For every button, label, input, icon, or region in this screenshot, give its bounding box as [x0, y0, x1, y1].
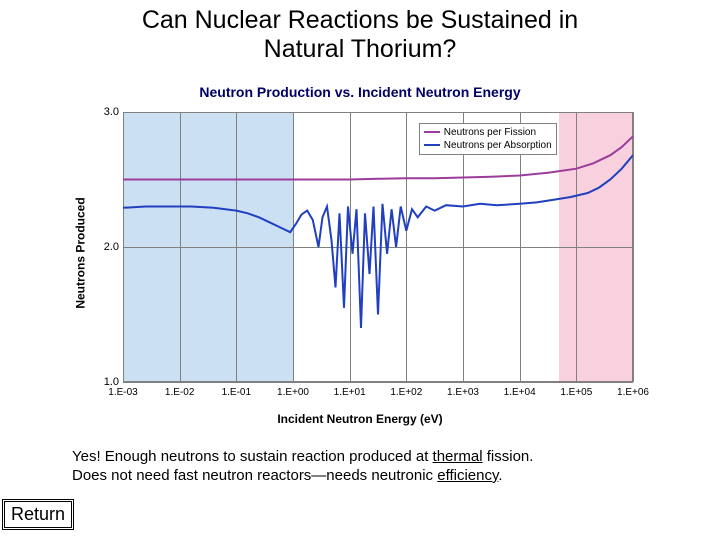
x-tick-label: 1.E+01 — [334, 387, 366, 398]
legend-item: Neutrons per Fission — [424, 126, 552, 139]
x-axis-label: Incident Neutron Energy (eV) — [65, 412, 655, 426]
x-tick-label: 1.E-01 — [222, 387, 251, 398]
x-gridline — [633, 112, 634, 382]
caption-text: . — [498, 467, 502, 484]
legend-swatch — [424, 144, 440, 146]
page-title: Can Nuclear Reactions be Sustained in Na… — [0, 6, 720, 64]
y-tick-label: 1.0 — [91, 376, 119, 388]
x-tick-label: 1.E-03 — [108, 387, 137, 398]
x-tick-label: 1.E+03 — [447, 387, 479, 398]
x-tick-label: 1.E-02 — [165, 387, 194, 398]
caption-emph: thermal — [433, 448, 483, 465]
title-line-1: Can Nuclear Reactions be Sustained in — [142, 6, 578, 34]
plot-area: 1.E-031.E-021.E-011.E+001.E+011.E+021.E+… — [123, 112, 633, 382]
caption: Yes! Enough neutrons to sustain reaction… — [72, 448, 533, 486]
y-tick-label: 3.0 — [91, 106, 119, 118]
series-line — [123, 155, 633, 328]
x-tick-label: 1.E+02 — [390, 387, 422, 398]
legend: Neutrons per FissionNeutrons per Absorpt… — [419, 123, 557, 155]
title-line-2: Natural Thorium? — [264, 35, 457, 63]
chart-title: Neutron Production vs. Incident Neutron … — [65, 84, 655, 100]
legend-label: Neutrons per Absorption — [444, 139, 552, 152]
return-label: Return — [11, 504, 65, 524]
x-tick-label: 1.E+04 — [504, 387, 536, 398]
legend-label: Neutrons per Fission — [444, 126, 536, 139]
legend-item: Neutrons per Absorption — [424, 139, 552, 152]
x-tick-label: 1.E+06 — [617, 387, 649, 398]
return-button[interactable]: Return — [2, 499, 74, 530]
y-axis-label: Neutrons Produced — [74, 197, 88, 308]
caption-text: Does not need fast neutron reactors—need… — [72, 467, 437, 484]
x-tick-label: 1.E+05 — [560, 387, 592, 398]
caption-text: fission. — [483, 448, 534, 465]
chart: Neutron Production vs. Incident Neutron … — [65, 78, 655, 428]
legend-swatch — [424, 131, 440, 133]
caption-text: Yes! Enough neutrons to sustain reaction… — [72, 448, 433, 465]
slide: Can Nuclear Reactions be Sustained in Na… — [0, 0, 720, 540]
x-tick-label: 1.E+00 — [277, 387, 309, 398]
y-gridline — [123, 382, 633, 383]
caption-emph: efficiency — [437, 467, 498, 484]
y-tick-label: 2.0 — [91, 241, 119, 253]
